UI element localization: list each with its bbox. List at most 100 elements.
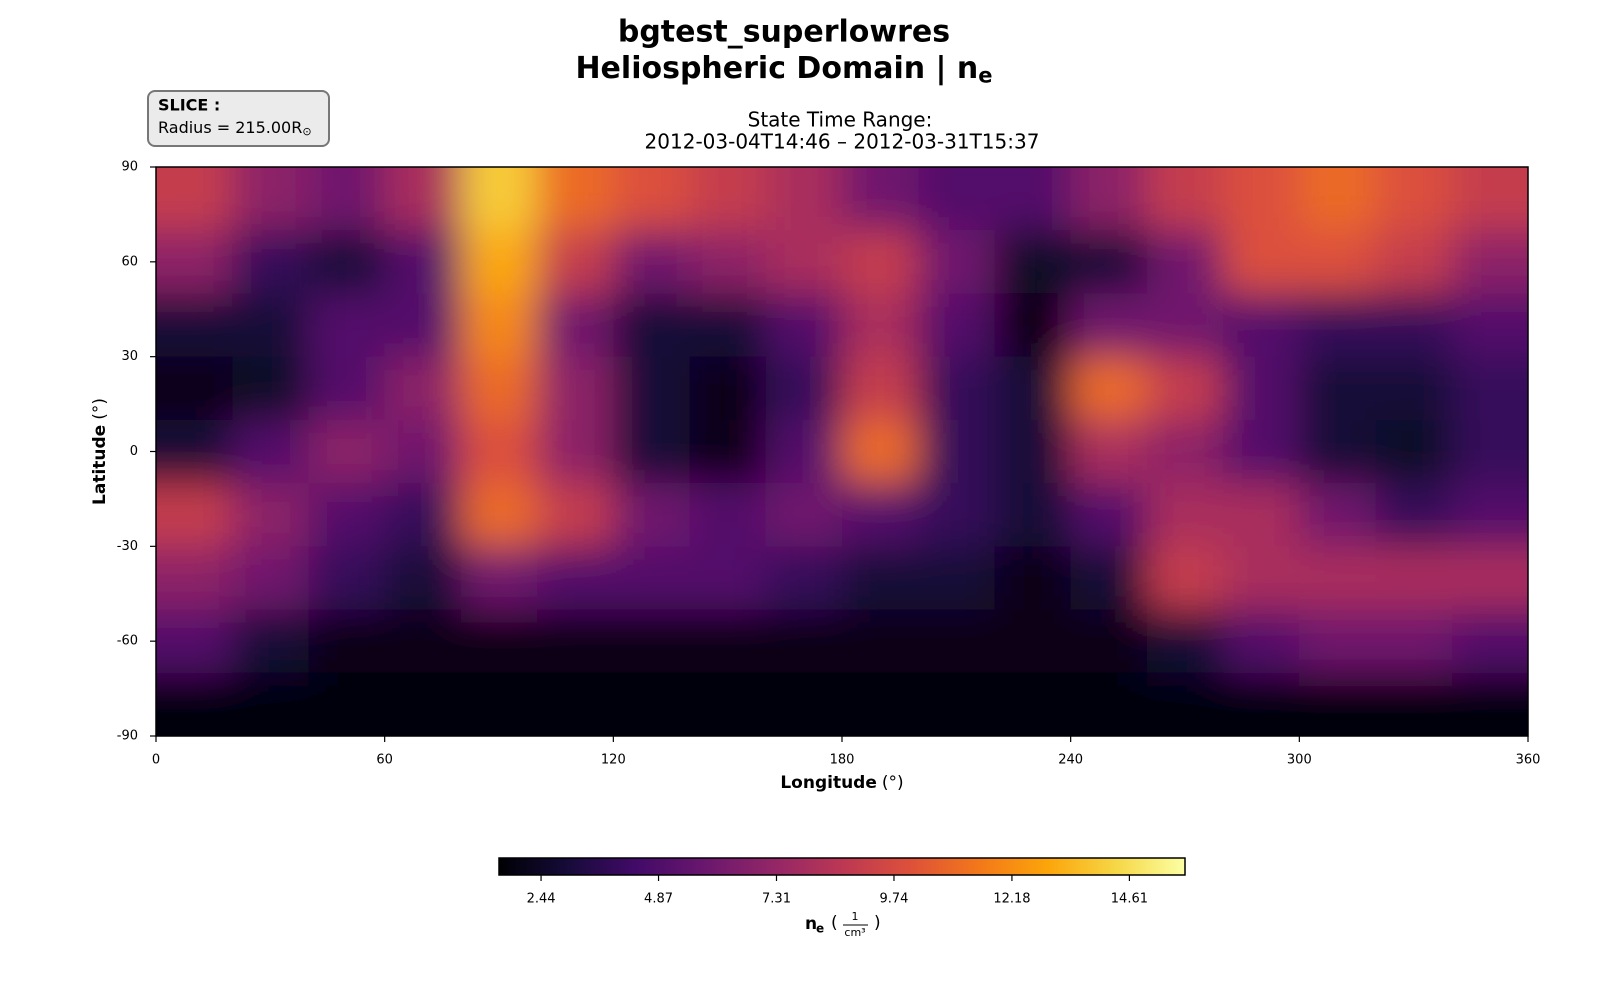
heatmap-cell: [1146, 483, 1225, 548]
heatmap-cell: [842, 356, 920, 421]
heatmap-cell: [918, 546, 996, 611]
colorbar-tick-label: 12.18: [993, 892, 1030, 907]
colorbar-tick-label: 4.87: [644, 892, 673, 907]
heatmap-cell: [1451, 483, 1528, 548]
slice-text: Radius = 215.00R⊙: [158, 118, 312, 138]
heatmap-cell: [1223, 230, 1301, 295]
heatmap-cell: [1146, 672, 1225, 736]
heatmap-cell: [460, 672, 539, 736]
heatmap-cell: [918, 293, 996, 358]
heatmap-cell: [842, 293, 920, 358]
slice-text-text: Radius = 215.00R: [158, 118, 302, 137]
heatmap-cell: [842, 167, 920, 232]
heatmap-cell: [765, 672, 843, 736]
time-range: 2012-03-04T14:46 – 2012-03-31T15:37: [645, 130, 1040, 154]
heatmap-cell: [156, 483, 234, 548]
heatmap-cell: [232, 546, 310, 611]
heatmap-cell: [1375, 293, 1453, 358]
heatmap-cell: [1223, 167, 1301, 232]
heatmap-cell: [1299, 167, 1377, 232]
heatmap-cell: [613, 293, 691, 358]
heatmap-cell: [308, 167, 386, 232]
heatmap-cell: [613, 419, 691, 485]
heatmap-cell: [460, 546, 539, 611]
heatmap-cell: [1223, 483, 1301, 548]
colorbar-tick-label: 7.31: [762, 892, 791, 907]
heatmap-cell: [765, 546, 843, 611]
heatmap-cell: [460, 356, 539, 421]
heatmap-cell: [1451, 293, 1528, 358]
heatmap-cell: [232, 293, 310, 358]
heatmap-cell: [765, 419, 843, 485]
heatmap-cell: [384, 293, 462, 358]
heatmap-cell: [537, 167, 615, 232]
heatmap-cell: [689, 419, 767, 485]
heatmap-cell: [994, 356, 1072, 421]
heatmap-cell: [1299, 546, 1377, 611]
x-axis-label-text: Longitude: [780, 773, 877, 793]
plot-area: [156, 167, 1528, 736]
x-axis-label-unit: (°): [882, 773, 904, 793]
heatmap-cell: [918, 483, 996, 548]
heatmap-cell: [1146, 546, 1225, 611]
heatmap-cell: [994, 483, 1072, 548]
heatmap-cell: [918, 419, 996, 485]
x-tick-label: 120: [601, 753, 626, 768]
heatmap-cell: [156, 293, 234, 358]
heatmap-cell: [1375, 609, 1453, 674]
heatmap-cell: [460, 293, 539, 358]
heatmap-cell: [1375, 230, 1453, 295]
heatmap-cell: [1299, 356, 1377, 421]
heatmap-cell: [1375, 672, 1453, 736]
heatmap-cell: [994, 609, 1072, 674]
heatmap-cell: [1451, 167, 1528, 232]
heatmap-cell: [689, 356, 767, 421]
heatmap-cell: [1146, 356, 1225, 421]
heatmap-cell: [765, 483, 843, 548]
heatmap-cell: [918, 609, 996, 674]
y-tick-label: -30: [117, 539, 138, 554]
heatmap-cell: [994, 230, 1072, 295]
colorbar-tick-label: 9.74: [879, 892, 908, 907]
heatmap-cell: [842, 609, 920, 674]
heatmap-cell: [1299, 293, 1377, 358]
heatmap-cell: [1375, 419, 1453, 485]
heatmap-cell: [384, 356, 462, 421]
heatmap-cell: [1146, 609, 1225, 674]
y-axis-label: Latitude (°): [90, 398, 110, 505]
heatmap-cell: [613, 483, 691, 548]
y-axis-label-unit: (°): [90, 398, 110, 420]
heatmap-cell: [1146, 419, 1225, 485]
heatmap-cell: [765, 293, 843, 358]
slice-text-subscript: ⊙: [302, 125, 311, 138]
heatmap-cell: [1375, 483, 1453, 548]
heatmap-cell: [232, 356, 310, 421]
chart-subtitle: Heliospheric Domain | ne: [575, 51, 992, 88]
heatmap-cell: [537, 483, 615, 548]
heatmap-cell: [689, 167, 767, 232]
heatmap-cell: [1375, 356, 1453, 421]
heatmap-cell: [765, 167, 843, 232]
heatmap-cell: [1146, 167, 1225, 232]
heatmap-cell: [842, 230, 920, 295]
heatmap-cell: [1070, 230, 1148, 295]
heatmap-cell: [232, 672, 310, 736]
heatmap-cell: [1070, 356, 1148, 421]
x-tick-label: 0: [152, 753, 160, 768]
heatmap-cell: [308, 230, 386, 295]
heatmap-cell: [1070, 483, 1148, 548]
y-tick-label: 0: [130, 444, 138, 459]
heatmap-cell: [1375, 167, 1453, 232]
heatmap-cell: [308, 419, 386, 485]
heatmap-cell: [1146, 293, 1225, 358]
heatmap-cell: [613, 672, 691, 736]
heatmap-cell: [613, 230, 691, 295]
x-tick-label: 60: [376, 753, 393, 768]
colorbar-label-close: ): [874, 913, 881, 933]
time-range-label: State Time Range:: [748, 108, 933, 132]
heatmap-cell: [1070, 167, 1148, 232]
heatmap-cell: [537, 672, 615, 736]
heatmap-cell: [1070, 672, 1148, 736]
y-tick-label: -90: [117, 729, 138, 744]
